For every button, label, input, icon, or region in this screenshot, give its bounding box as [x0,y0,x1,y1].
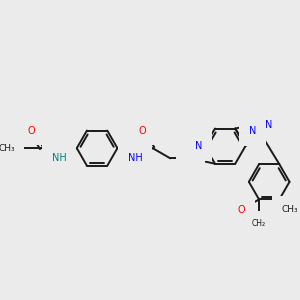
Text: CH₂: CH₂ [252,219,266,228]
Text: N: N [251,116,259,127]
Text: O: O [238,205,245,214]
Text: N: N [195,141,202,151]
Text: NH: NH [128,153,142,163]
Text: CH₃: CH₃ [0,144,15,153]
Text: N: N [249,126,256,136]
Text: CH₃: CH₃ [281,205,298,214]
Text: N: N [265,120,272,130]
Text: O: O [139,126,146,136]
Text: NH: NH [52,153,67,163]
Text: O: O [28,126,35,136]
Text: S: S [187,153,194,163]
